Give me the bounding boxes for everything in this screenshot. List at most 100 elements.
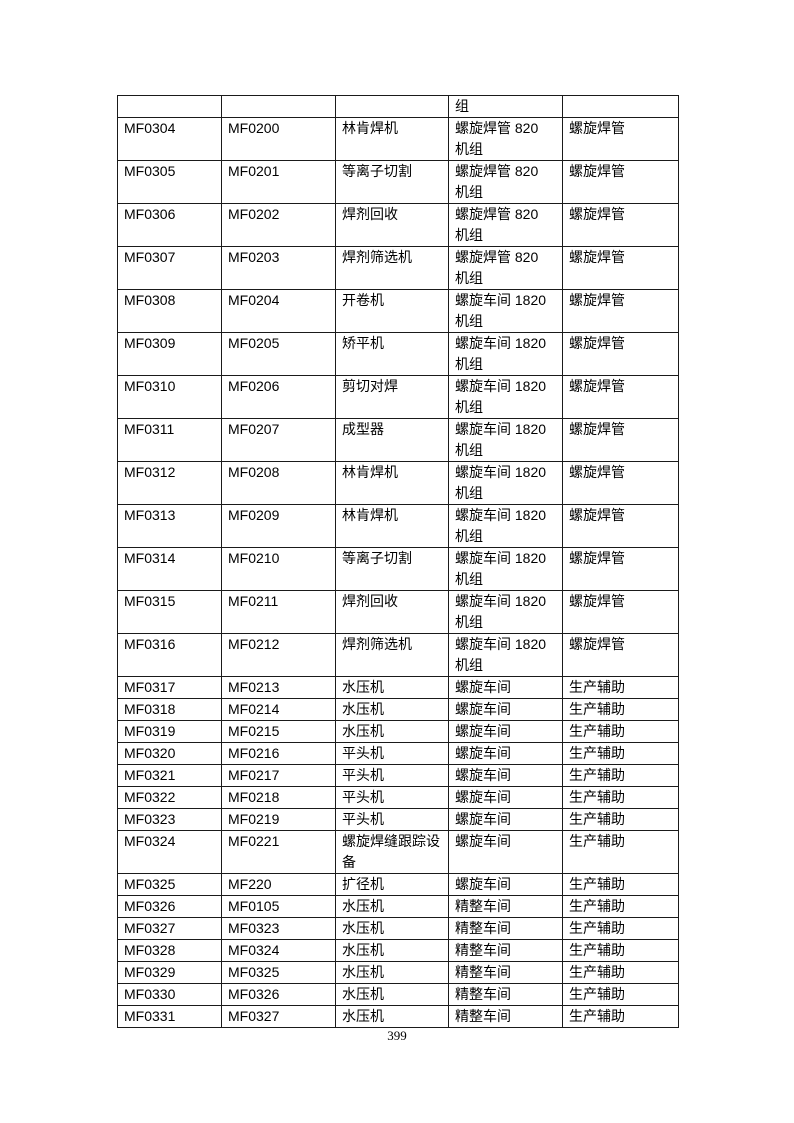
table-row: MF0330 MF0326 水压机 精整车间 生产辅助 <box>117 983 679 1006</box>
table-row: MF0312 MF0208 林肯焊机 螺旋车间 1820 机组 螺旋焊管 <box>117 461 679 505</box>
table-cell <box>335 95 449 118</box>
table-cell: 扩径机 <box>335 873 449 896</box>
table-cell <box>562 95 679 118</box>
table-cell: 水压机 <box>335 676 449 699</box>
table-cell: 螺旋焊管 820 机组 <box>448 203 563 247</box>
table-cell: 精整车间 <box>448 961 563 984</box>
table-cell: 螺旋焊管 <box>562 590 679 634</box>
table-cell: 平头机 <box>335 786 449 809</box>
table-cell: 螺旋车间 <box>448 786 563 809</box>
table-cell: MF0326 <box>221 983 336 1006</box>
table-cell: 螺旋车间 1820 机组 <box>448 375 563 419</box>
table-row: MF0331 MF0327 水压机 精整车间 生产辅助 <box>117 1005 679 1028</box>
table-row: MF0329 MF0325 水压机 精整车间 生产辅助 <box>117 961 679 984</box>
table-row: MF0307 MF0203 焊剂筛选机 螺旋焊管 820 机组 螺旋焊管 <box>117 246 679 290</box>
table-cell: MF0325 <box>221 961 336 984</box>
table-cell: 螺旋焊管 <box>562 203 679 247</box>
table-cell: MF0311 <box>117 418 222 462</box>
table-cell: 平头机 <box>335 742 449 765</box>
table-cell: 螺旋焊管 820 机组 <box>448 160 563 204</box>
table-cell: 生产辅助 <box>562 830 679 874</box>
table-cell: 螺旋焊管 <box>562 375 679 419</box>
table-cell: MF0317 <box>117 676 222 699</box>
table-cell: 水压机 <box>335 961 449 984</box>
table-row: MF0323 MF0219 平头机 螺旋车间 生产辅助 <box>117 808 679 831</box>
table-cell: 林肯焊机 <box>335 461 449 505</box>
table-row: MF0319 MF0215 水压机 螺旋车间 生产辅助 <box>117 720 679 743</box>
table-cell: 焊剂回收 <box>335 203 449 247</box>
table-cell: 螺旋焊管 <box>562 117 679 161</box>
table-cell: 生产辅助 <box>562 720 679 743</box>
table-cell: 螺旋车间 1820 机组 <box>448 289 563 333</box>
table-cell: 水压机 <box>335 917 449 940</box>
table-row: MF0322 MF0218 平头机 螺旋车间 生产辅助 <box>117 786 679 809</box>
table-row: MF0318 MF0214 水压机 螺旋车间 生产辅助 <box>117 698 679 721</box>
table-cell: MF0312 <box>117 461 222 505</box>
table-cell: 生产辅助 <box>562 1005 679 1028</box>
table-cell: 水压机 <box>335 698 449 721</box>
table-cell: MF0203 <box>221 246 336 290</box>
table-cell: MF0324 <box>221 939 336 962</box>
table-cell: 剪切对焊 <box>335 375 449 419</box>
table-cell: 平头机 <box>335 764 449 787</box>
table-cell: 生产辅助 <box>562 895 679 918</box>
table-cell: MF0201 <box>221 160 336 204</box>
table-cell: MF0213 <box>221 676 336 699</box>
table-cell: MF0105 <box>221 895 336 918</box>
table-cell: 水压机 <box>335 939 449 962</box>
table-cell: MF0309 <box>117 332 222 376</box>
table-row: MF0327 MF0323 水压机 精整车间 生产辅助 <box>117 917 679 940</box>
table-cell: 螺旋焊管 820 机组 <box>448 246 563 290</box>
table-cell: MF0310 <box>117 375 222 419</box>
table-cell: 生产辅助 <box>562 698 679 721</box>
table-cell: MF0204 <box>221 289 336 333</box>
table-cell: 螺旋车间 1820 机组 <box>448 461 563 505</box>
table-cell: 精整车间 <box>448 917 563 940</box>
table-row: MF0308 MF0204 开卷机 螺旋车间 1820 机组 螺旋焊管 <box>117 289 679 333</box>
table-cell: MF0322 <box>117 786 222 809</box>
table-cell: MF0202 <box>221 203 336 247</box>
table-cell: 生产辅助 <box>562 676 679 699</box>
table-row: MF0314 MF0210 等离子切割 螺旋车间 1820 机组 螺旋焊管 <box>117 547 679 591</box>
table-row: MF0313 MF0209 林肯焊机 螺旋车间 1820 机组 螺旋焊管 <box>117 504 679 548</box>
table-cell: MF0211 <box>221 590 336 634</box>
table-cell: MF0324 <box>117 830 222 874</box>
table-cell: MF0216 <box>221 742 336 765</box>
table-cell: MF0314 <box>117 547 222 591</box>
table-cell: 螺旋焊管 820 机组 <box>448 117 563 161</box>
table-cell: MF0325 <box>117 873 222 896</box>
table-cell: 螺旋车间 <box>448 873 563 896</box>
table-cell: 生产辅助 <box>562 808 679 831</box>
table-cell: MF0326 <box>117 895 222 918</box>
table-cell: 水压机 <box>335 720 449 743</box>
table-cell: 螺旋焊管 <box>562 633 679 677</box>
table-cell: 水压机 <box>335 983 449 1006</box>
table-cell: MF220 <box>221 873 336 896</box>
table-cell: 螺旋车间 <box>448 742 563 765</box>
table-cell: 生产辅助 <box>562 873 679 896</box>
table-row: MF0321 MF0217 平头机 螺旋车间 生产辅助 <box>117 764 679 787</box>
table-cell: MF0210 <box>221 547 336 591</box>
table-row: 组 <box>117 95 679 118</box>
table-cell: 螺旋车间 1820 机组 <box>448 504 563 548</box>
table-cell: MF0329 <box>117 961 222 984</box>
table-cell: 水压机 <box>335 895 449 918</box>
table-row: MF0317 MF0213 水压机 螺旋车间 生产辅助 <box>117 676 679 699</box>
table-cell: MF0323 <box>221 917 336 940</box>
table-cell: 林肯焊机 <box>335 504 449 548</box>
table-cell: 螺旋焊管 <box>562 289 679 333</box>
table-row: MF0306 MF0202 焊剂回收 螺旋焊管 820 机组 螺旋焊管 <box>117 203 679 247</box>
table-cell: MF0212 <box>221 633 336 677</box>
table-cell: MF0330 <box>117 983 222 1006</box>
table-cell: MF0209 <box>221 504 336 548</box>
table-row: MF0315 MF0211 焊剂回收 螺旋车间 1820 机组 螺旋焊管 <box>117 590 679 634</box>
table-cell: 精整车间 <box>448 1005 563 1028</box>
table-cell: MF0205 <box>221 332 336 376</box>
table-cell <box>221 95 336 118</box>
table-cell: MF0313 <box>117 504 222 548</box>
table-cell <box>117 95 222 118</box>
table-cell: MF0221 <box>221 830 336 874</box>
table-cell: MF0307 <box>117 246 222 290</box>
table-cell: 螺旋焊管 <box>562 418 679 462</box>
